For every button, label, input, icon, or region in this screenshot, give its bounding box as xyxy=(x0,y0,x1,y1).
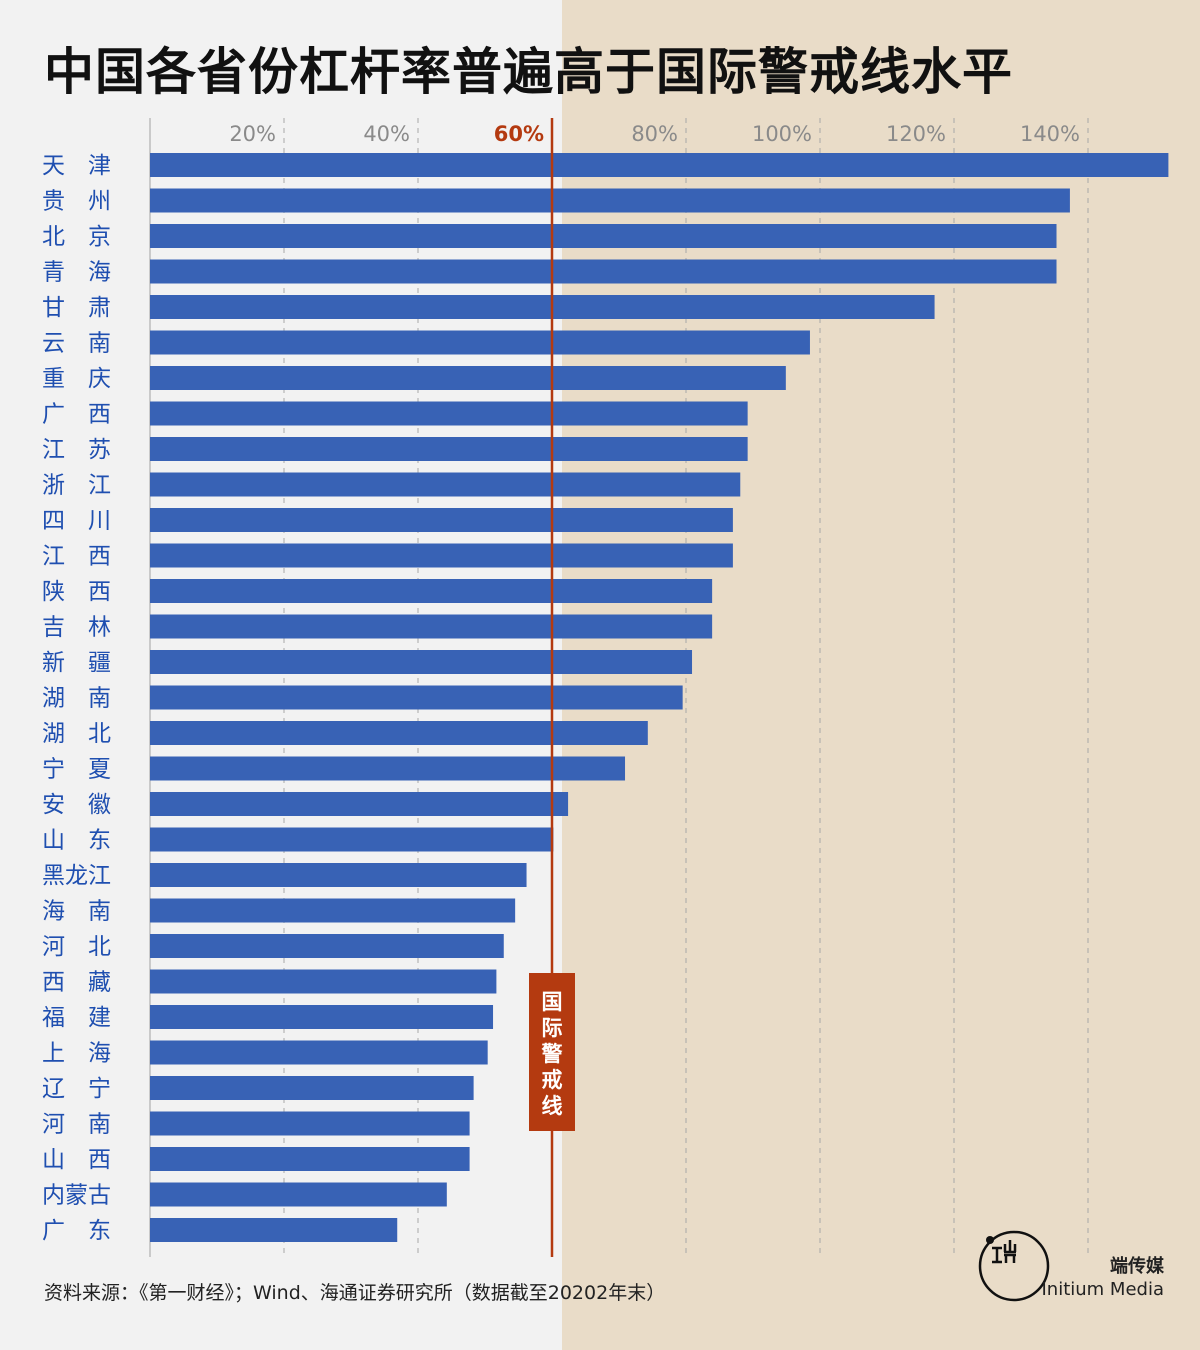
category-label: 湖 南 xyxy=(42,686,111,712)
category-label: 山 东 xyxy=(42,828,111,854)
bar xyxy=(150,721,648,745)
category-label: 辽 宁 xyxy=(42,1076,111,1102)
category-label: 上 海 xyxy=(42,1041,111,1067)
bar xyxy=(150,295,935,319)
bar xyxy=(150,756,626,781)
brand-name-en: Initium Media xyxy=(1041,1279,1164,1300)
bar xyxy=(150,543,733,568)
category-label: 贵 州 xyxy=(42,189,111,215)
category-label: 内蒙古 xyxy=(42,1183,111,1209)
threshold-label-char: 国 xyxy=(542,990,563,1014)
category-label: 北 京 xyxy=(42,224,111,250)
category-label: 黑龙江 xyxy=(42,863,111,889)
chart-title: 中国各省份杠杆率普遍高于国际警戒线水平 xyxy=(44,43,1013,101)
threshold-label-char: 际 xyxy=(542,1016,563,1040)
x-tick-label: 60% xyxy=(494,122,544,146)
x-tick-label: 40% xyxy=(363,122,410,146)
bar xyxy=(150,153,1169,177)
category-label: 广 西 xyxy=(42,402,111,428)
bar xyxy=(150,330,810,355)
category-label: 海 南 xyxy=(42,899,111,925)
bar xyxy=(150,401,748,426)
category-label: 河 南 xyxy=(42,1112,111,1138)
bar xyxy=(150,259,1057,284)
category-label: 宁 夏 xyxy=(42,757,111,783)
bar xyxy=(150,969,497,994)
brand-name-cn: 端传媒 xyxy=(1110,1256,1164,1277)
bar xyxy=(150,1218,398,1242)
bar xyxy=(150,437,748,461)
category-label: 甘 肃 xyxy=(42,295,111,321)
bar xyxy=(150,472,741,497)
bar xyxy=(150,827,554,852)
category-label: 河 北 xyxy=(42,934,111,960)
x-tick-label: 80% xyxy=(631,122,678,146)
bar xyxy=(150,650,693,674)
threshold-label-char: 戒 xyxy=(542,1068,563,1092)
bar xyxy=(150,366,786,390)
bar xyxy=(150,1076,474,1100)
threshold-label-char: 线 xyxy=(542,1094,563,1118)
bar xyxy=(150,898,516,923)
x-tick-label: 100% xyxy=(752,122,812,146)
x-tick-label: 20% xyxy=(229,122,276,146)
category-label: 吉 林 xyxy=(42,615,111,641)
category-label: 福 建 xyxy=(42,1005,111,1031)
category-label: 安 徽 xyxy=(42,792,111,818)
initium-logo-icon xyxy=(978,1230,1050,1302)
category-label: 浙 江 xyxy=(42,473,111,499)
category-label: 重 庆 xyxy=(42,366,111,392)
bar xyxy=(150,579,713,603)
x-tick-label: 140% xyxy=(1020,122,1080,146)
category-label: 湖 北 xyxy=(42,721,111,747)
category-label: 山 西 xyxy=(42,1147,111,1173)
bar xyxy=(150,224,1057,248)
bar xyxy=(150,508,733,532)
category-label: 陕 西 xyxy=(42,579,111,605)
category-label: 江 西 xyxy=(42,544,111,570)
category-label: 西 藏 xyxy=(42,970,111,996)
bar xyxy=(150,1111,470,1136)
category-label: 四 川 xyxy=(42,508,111,534)
bar xyxy=(150,685,683,710)
category-label: 青 海 xyxy=(42,260,111,286)
category-label: 天 津 xyxy=(42,153,111,179)
threshold-label-char: 警 xyxy=(541,1042,563,1066)
bar xyxy=(150,1005,494,1029)
bar xyxy=(150,188,1070,213)
category-label: 江 苏 xyxy=(42,437,111,463)
x-tick-label: 120% xyxy=(886,122,946,146)
threshold-label-box xyxy=(529,973,575,1131)
source-note: 资料来源：《第一财经》；Wind、海通证券研究所（数据截至20202年末） xyxy=(44,1282,666,1304)
bar xyxy=(150,934,504,958)
bar xyxy=(150,1147,470,1171)
bar xyxy=(150,792,569,816)
category-label: 云 南 xyxy=(42,331,111,357)
category-label: 新 疆 xyxy=(42,650,111,676)
bar xyxy=(150,1182,447,1207)
category-label: 广 东 xyxy=(42,1218,111,1244)
brand-block: 端传媒 Initium Media xyxy=(1041,1256,1164,1302)
bar xyxy=(150,614,713,639)
bar xyxy=(150,1040,488,1065)
bar xyxy=(150,863,527,887)
